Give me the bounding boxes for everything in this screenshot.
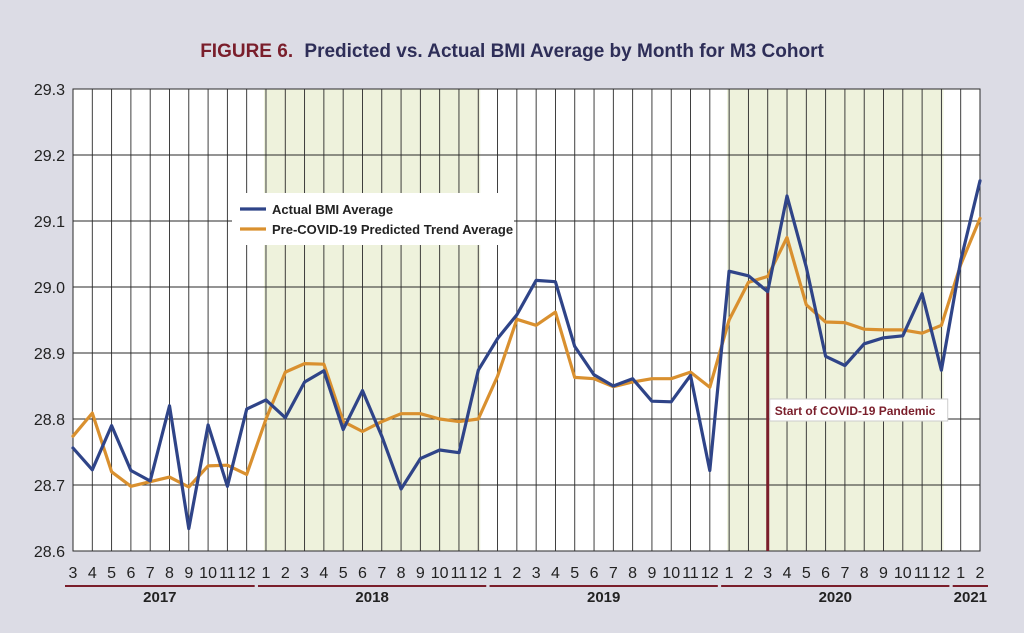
x-tick-label: 8 <box>628 565 637 582</box>
x-tick-label: 11 <box>219 565 236 582</box>
annotation-box <box>769 398 949 422</box>
x-tick-label: 12 <box>238 565 256 582</box>
x-tick-label: 9 <box>416 565 425 582</box>
year-band-2020 <box>727 89 944 551</box>
x-tick-label: 3 <box>763 565 772 582</box>
chart-title-text: Predicted vs. Actual BMI Average by Mont… <box>304 41 824 62</box>
year-label-2018: 2018 <box>355 589 388 606</box>
x-tick-label: 4 <box>88 565 97 582</box>
x-tick-label: 3 <box>300 565 309 582</box>
x-tick-label: 2 <box>281 565 290 582</box>
x-tick-label: 1 <box>956 565 965 582</box>
y-tick-label: 29.0 <box>34 280 65 297</box>
x-tick-label: 4 <box>551 565 560 582</box>
x-tick-label: 2 <box>976 565 985 582</box>
x-tick-label: 5 <box>339 565 348 582</box>
x-tick-label: 5 <box>107 565 116 582</box>
year-label-2021: 2021 <box>954 589 987 606</box>
x-tick-label: 7 <box>146 565 155 582</box>
y-tick-label: 29.2 <box>34 148 65 165</box>
figure-number: FIGURE 6. <box>200 41 293 62</box>
y-tick-label: 28.9 <box>34 346 65 363</box>
x-tick-label: 6 <box>358 565 367 582</box>
x-tick-label: 12 <box>701 565 719 582</box>
x-tick-label: 3 <box>532 565 541 582</box>
plot-area: 28.628.728.828.929.029.129.229.33 4 5 6 7 8 9 1… <box>34 82 988 606</box>
x-tick-label: 5 <box>570 565 579 582</box>
actual-bmi-line <box>71 179 982 531</box>
annotation-label: Start of COVID-19 Pandemic <box>775 404 936 418</box>
y-tick-label: 28.6 <box>34 544 65 561</box>
x-tick-label: 7 <box>609 565 618 582</box>
x-tick-label: 4 <box>783 565 792 582</box>
x-tick-label: 5 <box>802 565 811 582</box>
x-tick-label: 8 <box>860 565 869 582</box>
x-tick-label: 7 <box>840 565 849 582</box>
y-tick-label: 29.1 <box>34 214 65 231</box>
x-tick-label: 10 <box>431 565 449 582</box>
x-tick-label: 2 <box>512 565 521 582</box>
x-tick-label: 12 <box>933 565 951 582</box>
x-tick-label: 1 <box>493 565 502 582</box>
x-tick-label: 9 <box>647 565 656 582</box>
year-label-2019: 2019 <box>587 589 620 606</box>
x-tick-label: 6 <box>821 565 830 582</box>
year-band-2018 <box>263 89 481 551</box>
year-label-2017: 2017 <box>143 589 176 606</box>
x-tick-label: 8 <box>165 565 174 582</box>
y-tick-label: 28.7 <box>34 478 65 495</box>
x-tick-label: 11 <box>914 565 931 582</box>
legend-entry: Actual BMI Average <box>272 202 393 217</box>
legend-entry: Pre-COVID-19 Predicted Trend Average <box>272 222 513 237</box>
x-tick-label: 9 <box>879 565 888 582</box>
x-tick-label: 10 <box>894 565 912 582</box>
x-tick-label: 1 <box>262 565 271 582</box>
x-tick-label: 12 <box>469 565 487 582</box>
legend <box>232 193 514 245</box>
x-tick-label: 6 <box>590 565 599 582</box>
y-tick-label: 28.8 <box>34 412 65 429</box>
x-tick-label: 3 <box>69 565 78 582</box>
x-tick-label: 8 <box>397 565 406 582</box>
x-tick-label: 4 <box>319 565 328 582</box>
x-tick-label: 11 <box>682 565 699 582</box>
chart-title: FIGURE 6. Predicted vs. Actual BMI Avera… <box>200 41 824 62</box>
x-tick-label: 10 <box>662 565 680 582</box>
year-label-2020: 2020 <box>819 589 852 606</box>
x-tick-label: 2 <box>744 565 753 582</box>
plot-border <box>72 88 981 552</box>
x-tick-label: 10 <box>199 565 217 582</box>
x-tick-label: 11 <box>451 565 468 582</box>
x-tick-label: 6 <box>126 565 135 582</box>
y-tick-label: 29.3 <box>34 82 65 99</box>
x-tick-label: 1 <box>725 565 734 582</box>
x-tick-label: 7 <box>377 565 386 582</box>
predicted-trend-line <box>71 216 982 489</box>
x-tick-label: 9 <box>184 565 193 582</box>
